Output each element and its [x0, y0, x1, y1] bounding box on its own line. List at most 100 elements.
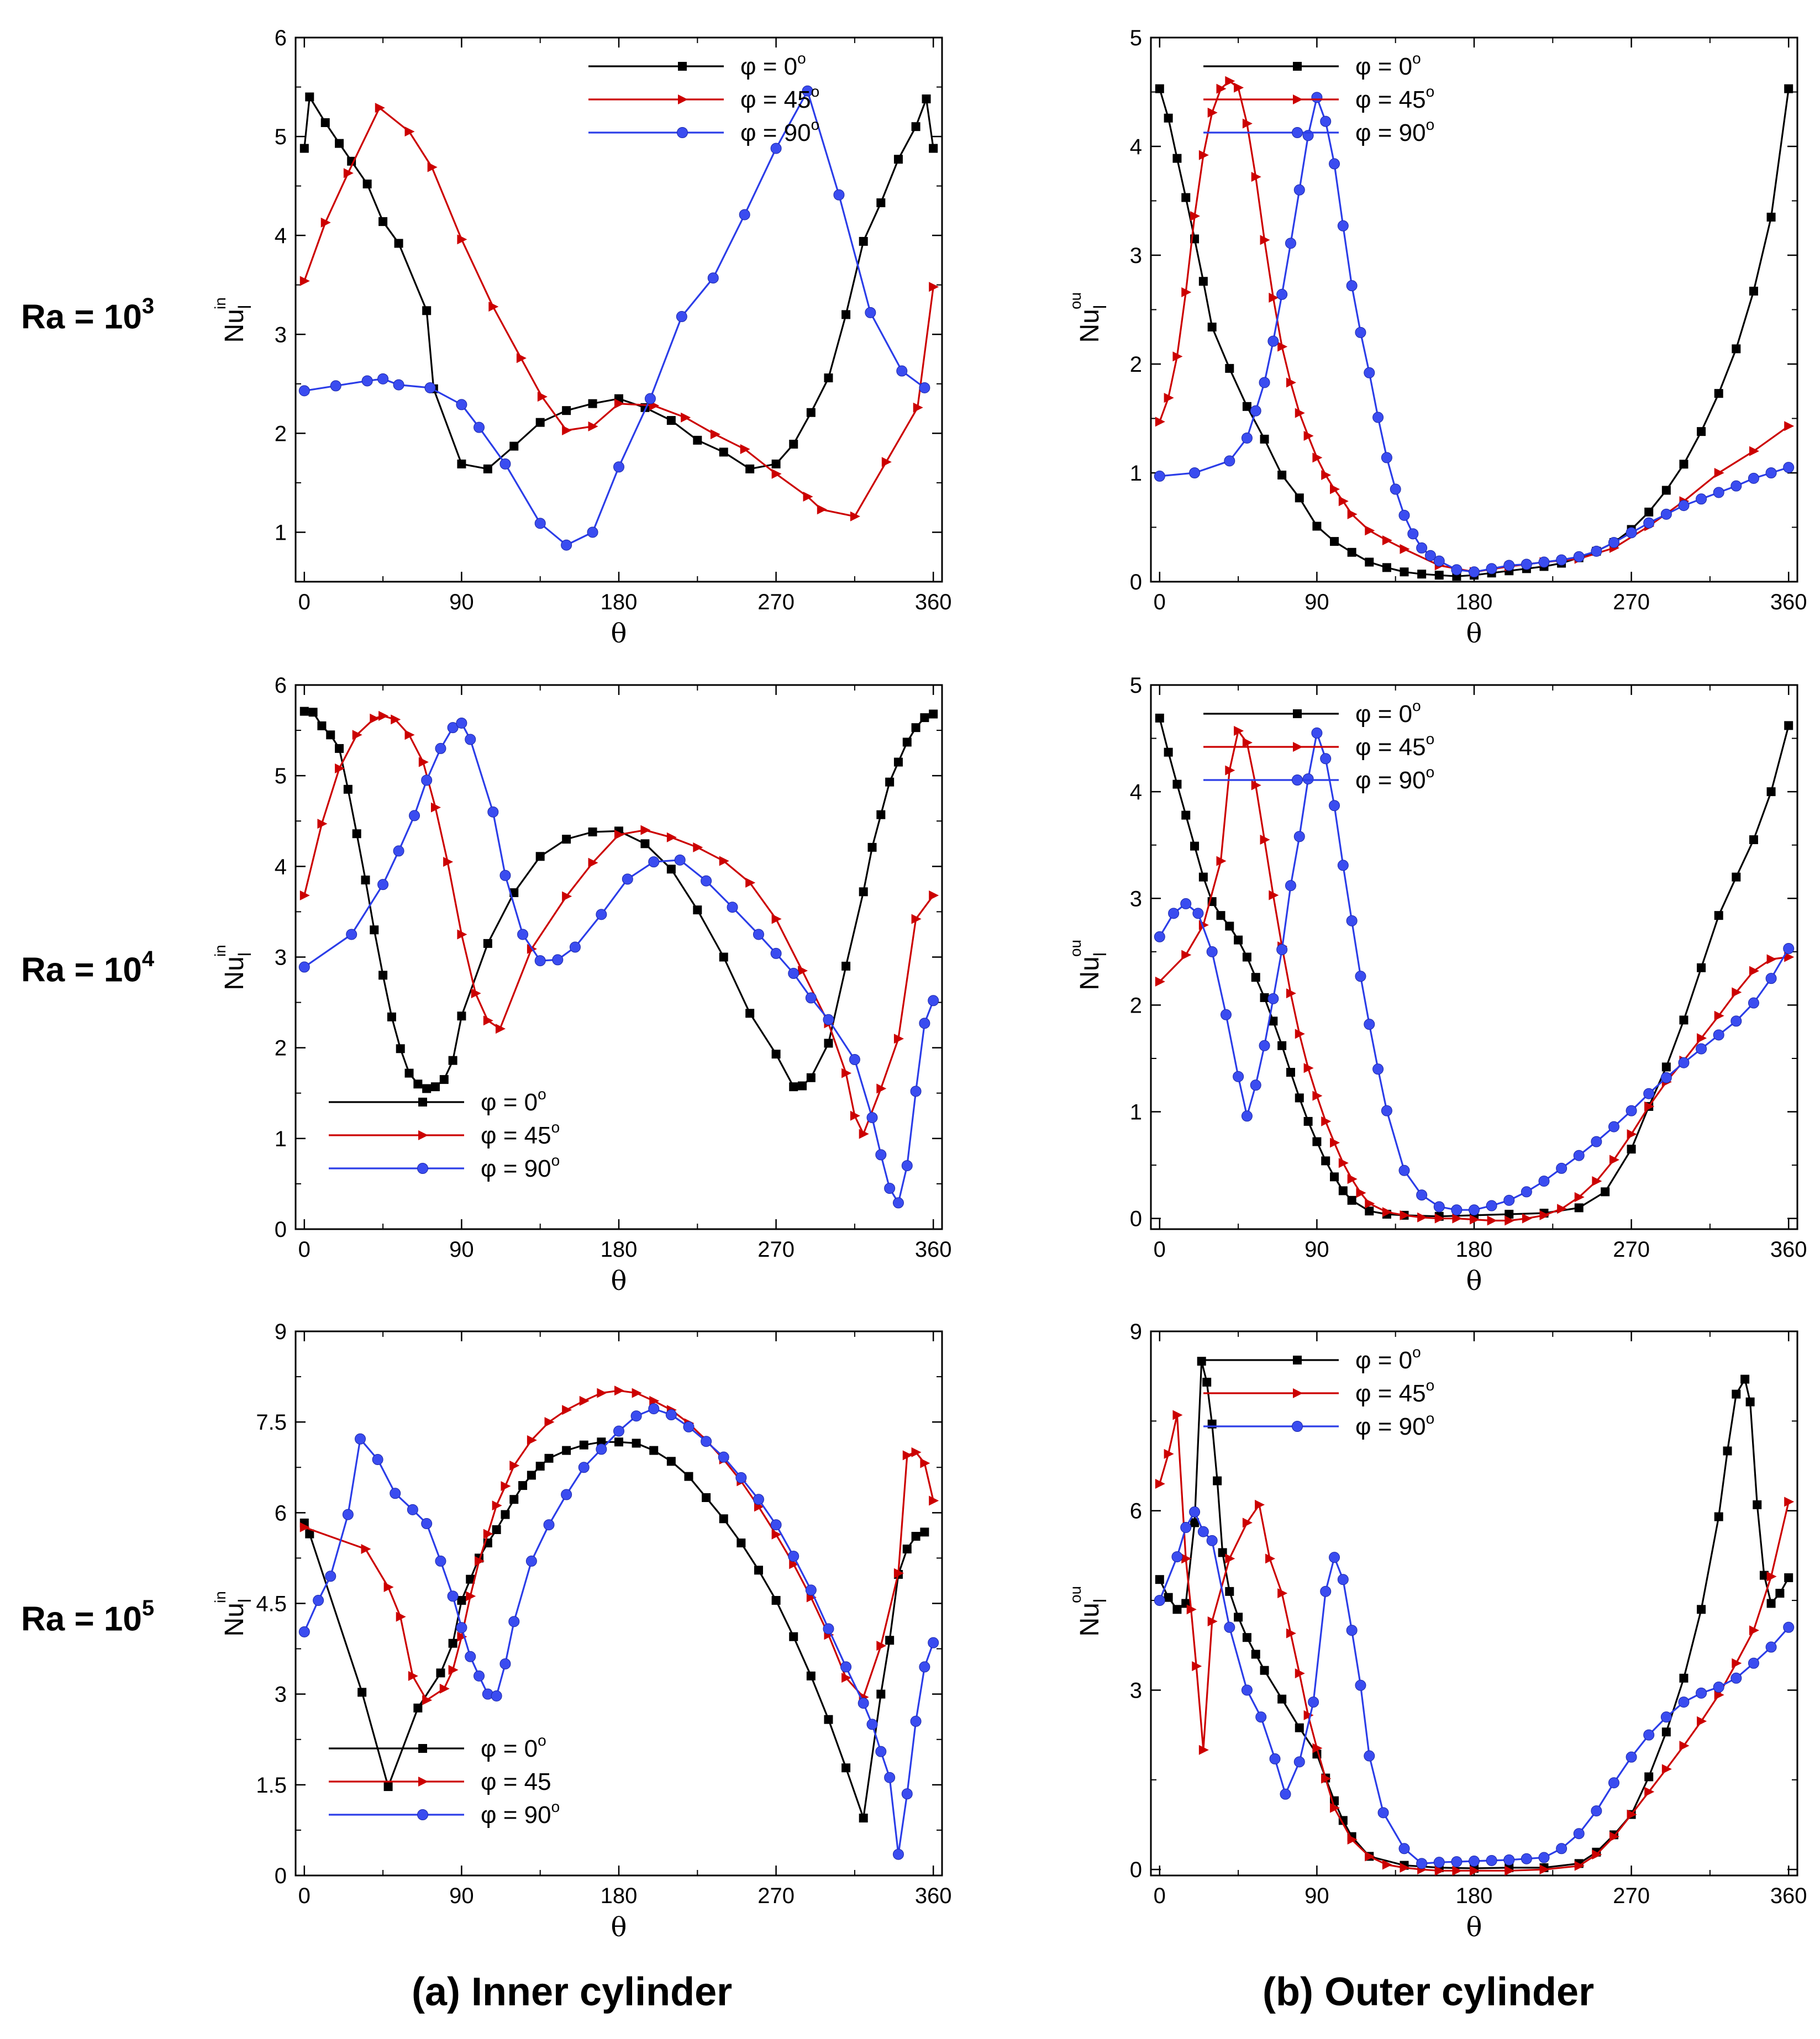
data-point [313, 1595, 324, 1606]
data-point [1267, 335, 1279, 347]
legend-label-degree: o [1426, 730, 1435, 747]
data-point [753, 1494, 764, 1505]
data-point [1714, 389, 1723, 398]
data-point [1469, 1856, 1480, 1867]
data-point [1732, 344, 1741, 354]
data-point [902, 1545, 912, 1553]
data-point [1347, 1835, 1358, 1845]
data-point [929, 144, 938, 153]
legend-marker [1293, 1356, 1302, 1364]
data-point [404, 1068, 414, 1078]
series-group [298, 1385, 939, 1860]
data-point [1286, 377, 1296, 388]
data-point [527, 1471, 536, 1480]
data-point [1749, 835, 1758, 845]
x-tick-label: 180 [1456, 590, 1493, 614]
data-point [1251, 172, 1261, 182]
data-point [1277, 341, 1288, 352]
data-point [640, 839, 650, 849]
data-point [1347, 1195, 1356, 1205]
series-line [303, 107, 934, 518]
data-point [737, 1539, 746, 1548]
data-point [1355, 326, 1366, 338]
data-point [901, 1160, 913, 1172]
data-point [320, 118, 330, 128]
data-point [1503, 1194, 1515, 1206]
data-point [850, 1110, 860, 1121]
data-point [841, 1673, 852, 1683]
series-group [298, 707, 939, 1209]
x-tick-label: 270 [1613, 590, 1650, 614]
data-point [1713, 1682, 1724, 1693]
data-point [1522, 1213, 1532, 1224]
data-point [1505, 1215, 1515, 1226]
data-point [740, 444, 750, 455]
data-point [919, 1661, 930, 1673]
data-point [1242, 402, 1251, 411]
legend-label-text: φ = 45 [740, 86, 811, 113]
data-point [1216, 856, 1227, 866]
y-axis-title-base: Nu [220, 309, 249, 343]
y-tick-label: 7.5 [256, 1410, 287, 1435]
data-point [1241, 1110, 1253, 1122]
y-tick-label: 1.5 [256, 1773, 287, 1798]
data-point [422, 306, 432, 315]
x-axis-title: θ [611, 618, 627, 649]
data-point [841, 1068, 852, 1078]
data-point [1644, 1772, 1654, 1782]
data-point [1346, 280, 1358, 292]
data-point [770, 1519, 782, 1531]
data-point [457, 929, 467, 940]
data-point [789, 1082, 798, 1092]
x-tick-label: 90 [1304, 1884, 1329, 1908]
legend-label-degree: o [1426, 1410, 1435, 1427]
data-point [1538, 1176, 1550, 1187]
data-point [649, 1395, 660, 1406]
data-point [1311, 92, 1323, 103]
x-axis-title: θ [1466, 618, 1482, 649]
y-axis-title: Nul ou [1067, 1586, 1110, 1637]
data-point [876, 810, 886, 819]
data-point [517, 929, 529, 940]
data-point [466, 1574, 475, 1584]
y-tick-label: 5 [275, 764, 287, 788]
data-point [1155, 1479, 1165, 1489]
data-point [1186, 1604, 1197, 1615]
data-point [413, 1079, 423, 1089]
data-point [1189, 1506, 1201, 1518]
data-point [693, 905, 702, 915]
data-point [1732, 1389, 1741, 1399]
data-point [1377, 1807, 1389, 1819]
data-point [501, 1510, 510, 1519]
series-line [303, 96, 934, 470]
data-point [1556, 1843, 1567, 1854]
data-point [1679, 1015, 1689, 1025]
x-tick-label: 360 [1770, 1884, 1807, 1908]
y-axis-title-sup: ou [1067, 940, 1084, 957]
data-point [1470, 1214, 1480, 1225]
legend-label-text: φ = 45 [1355, 86, 1426, 113]
series-line [303, 1408, 934, 1856]
data-point [632, 1388, 642, 1398]
legend-label-text: φ = 90 [1355, 119, 1426, 146]
data-point [1312, 1743, 1323, 1753]
data-point [1338, 496, 1349, 507]
y-tick-label: 1 [275, 1127, 287, 1151]
y-axis-title-sup: ou [1067, 1586, 1084, 1603]
legend-label-degree: o [811, 116, 820, 133]
data-point [1242, 118, 1253, 129]
data-point [1320, 1585, 1332, 1597]
data-point [1172, 1410, 1183, 1420]
data-point [1382, 1859, 1392, 1870]
plot-frame [294, 684, 943, 1230]
data-point [1207, 107, 1218, 118]
data-point [859, 236, 868, 246]
data-point [474, 422, 485, 433]
data-point [753, 929, 764, 940]
data-point [525, 1555, 537, 1567]
legend-label-text: φ = 0 [481, 1735, 538, 1762]
data-point [1784, 1497, 1795, 1507]
series-line [304, 90, 925, 546]
